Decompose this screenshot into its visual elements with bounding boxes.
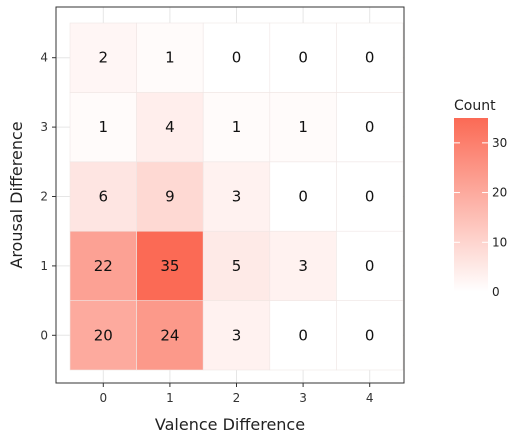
legend-colorbar — [454, 118, 488, 292]
cell-value-label: 0 — [298, 188, 308, 206]
y-axis-title: Arousal Difference — [7, 121, 26, 268]
heatmap-cell — [269, 230, 337, 301]
cell-value-label: 22 — [94, 257, 113, 275]
heatmap-cell — [269, 161, 337, 232]
cell-value-label: 4 — [165, 118, 175, 136]
heatmap-cell — [136, 300, 204, 371]
heatmap-cell — [336, 300, 404, 371]
heatmap-cell — [336, 92, 404, 163]
cell-value-label: 0 — [298, 49, 308, 67]
x-tick-label: 1 — [166, 391, 174, 405]
heatmap-cell — [69, 92, 137, 163]
x-axis-title: Valence Difference — [155, 415, 305, 434]
legend-title: Count — [454, 98, 496, 114]
cell-value-label: 5 — [232, 257, 242, 275]
color-legend: Count 0 10 20 30 — [454, 98, 507, 299]
cell-value-label: 1 — [165, 49, 175, 67]
cell-value-label: 35 — [160, 257, 179, 275]
y-tick-label: 4 — [40, 51, 48, 65]
legend-tick-label: 10 — [492, 235, 507, 249]
heatmap-cell — [336, 230, 404, 301]
heatmap-cell — [269, 22, 337, 93]
heatmap-cell — [136, 92, 204, 163]
cell-value-label: 0 — [365, 49, 375, 67]
y-axis-ticks: 0 1 2 3 4 — [40, 51, 56, 342]
heatmap-cell — [136, 230, 204, 301]
heatmap-cell — [69, 300, 137, 371]
heatmap-cell — [269, 300, 337, 371]
cell-value-label: 1 — [99, 118, 109, 136]
legend-tick-label: 30 — [492, 136, 507, 150]
heatmap-cell — [202, 300, 271, 371]
heatmap-cell — [202, 92, 271, 163]
y-tick-label: 3 — [40, 120, 48, 134]
cell-value-label: 0 — [232, 49, 242, 67]
legend-tick-label: 0 — [492, 285, 500, 299]
cell-value-label: 24 — [160, 326, 179, 344]
cell-value-label: 2 — [99, 49, 109, 67]
x-tick-label: 3 — [299, 391, 307, 405]
cell-value-label: 0 — [365, 188, 375, 206]
cell-value-label: 20 — [94, 326, 113, 344]
y-tick-label: 0 — [40, 328, 48, 342]
cell-value-label: 1 — [298, 118, 308, 136]
x-tick-label: 0 — [99, 391, 107, 405]
y-tick-label: 1 — [40, 259, 48, 273]
heatmap-cells — [69, 22, 404, 371]
heatmap-cell — [136, 22, 204, 93]
y-tick-label: 2 — [40, 190, 48, 204]
cell-value-label: 1 — [232, 118, 242, 136]
cell-value-label: 3 — [232, 326, 242, 344]
cell-value-label: 0 — [298, 326, 308, 344]
cell-value-label: 0 — [365, 118, 375, 136]
cell-value-label: 0 — [365, 257, 375, 275]
heatmap-cell — [136, 161, 204, 232]
cell-value-label: 3 — [232, 188, 242, 206]
cell-value-label: 6 — [99, 188, 109, 206]
legend-ticks: 0 10 20 30 — [454, 136, 507, 299]
heatmap-cell — [69, 230, 137, 301]
cell-value-label: 0 — [365, 326, 375, 344]
x-axis-ticks: 0 1 2 3 4 — [99, 383, 374, 405]
x-tick-label: 2 — [233, 391, 241, 405]
x-tick-label: 4 — [366, 391, 374, 405]
cell-value-label: 3 — [298, 257, 308, 275]
plot-border — [55, 6, 405, 384]
heatmap-cell — [336, 22, 404, 93]
heatmap-cell — [202, 161, 271, 232]
heatmap-cell — [336, 161, 404, 232]
cell-labels: 20 24 3 0 0 22 35 5 3 0 6 9 3 0 0 1 4 1 1 0 2 1 0 0 0 — [94, 49, 375, 345]
legend-tick-label: 20 — [492, 186, 507, 200]
cell-value-label: 9 — [165, 188, 175, 206]
